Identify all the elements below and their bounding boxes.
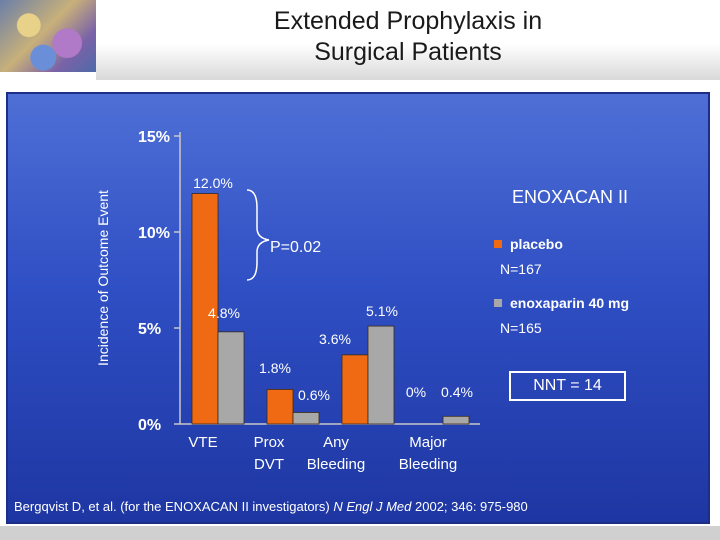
y-tick-label: 10% — [138, 225, 170, 242]
chart-panel — [6, 92, 710, 524]
bottom-band — [0, 526, 720, 540]
bar-enoxaparin — [442, 415, 470, 425]
legend-label: enoxaparin 40 mg — [510, 295, 629, 311]
y-tick-label: 15% — [138, 129, 170, 146]
x-tick-label: Prox — [254, 434, 285, 451]
p-value-bracket — [246, 189, 270, 281]
data-label: 4.8% — [208, 305, 240, 321]
legend-n-label: N=165 — [500, 320, 542, 336]
data-label: 5.1% — [366, 303, 398, 319]
title-bar — [96, 0, 720, 80]
data-label: 1.8% — [259, 360, 291, 376]
y-tick-label: 5% — [138, 321, 161, 338]
bar-enoxaparin — [367, 325, 395, 425]
bar-enoxaparin — [217, 331, 245, 425]
citation-authors: Bergqvist D, et al. (for the ENOXACAN II… — [14, 499, 334, 514]
bar-placebo — [266, 389, 294, 425]
x-tick-label: Any — [323, 434, 349, 451]
nnt-box: NNT = 14 — [509, 371, 626, 401]
x-tick-label: DVT — [254, 456, 284, 473]
title-thumbnail-image — [0, 0, 96, 72]
y-tick-label: 0% — [138, 417, 161, 434]
citation-details: 2002; 346: 975-980 — [411, 499, 528, 514]
title-line-1: Extended Prophylaxis in — [273, 7, 543, 35]
slide-title: Extended Prophylaxis in Surgical Patient… — [96, 6, 720, 68]
citation-journal: N Engl J Med — [333, 499, 412, 514]
bar-placebo — [341, 354, 369, 425]
x-tick-label: Major — [409, 434, 447, 451]
data-label: 0% — [406, 384, 426, 400]
x-tick-label: VTE — [188, 434, 217, 451]
data-label: 12.0% — [193, 175, 233, 191]
title-line-2: Surgical Patients — [314, 38, 502, 66]
data-label: 0.4% — [441, 384, 473, 400]
bar-placebo — [191, 193, 219, 425]
citation: Bergqvist D, et al. (for the ENOXACAN II… — [14, 499, 528, 514]
chart-title: ENOXACAN II — [512, 187, 628, 207]
legend-swatch-placebo — [494, 240, 502, 248]
y-axis-title: Incidence of Outcome Event — [95, 190, 111, 366]
data-label: 0.6% — [298, 387, 330, 403]
p-value-label: P=0.02 — [270, 239, 321, 256]
x-tick-label: Bleeding — [399, 456, 457, 473]
data-label: 3.6% — [319, 331, 351, 347]
x-tick-label: Bleeding — [307, 456, 365, 473]
legend-label: placebo — [510, 236, 563, 252]
bar-enoxaparin — [292, 412, 320, 425]
legend-n-label: N=167 — [500, 261, 542, 277]
legend-swatch-enoxaparin — [494, 299, 502, 307]
